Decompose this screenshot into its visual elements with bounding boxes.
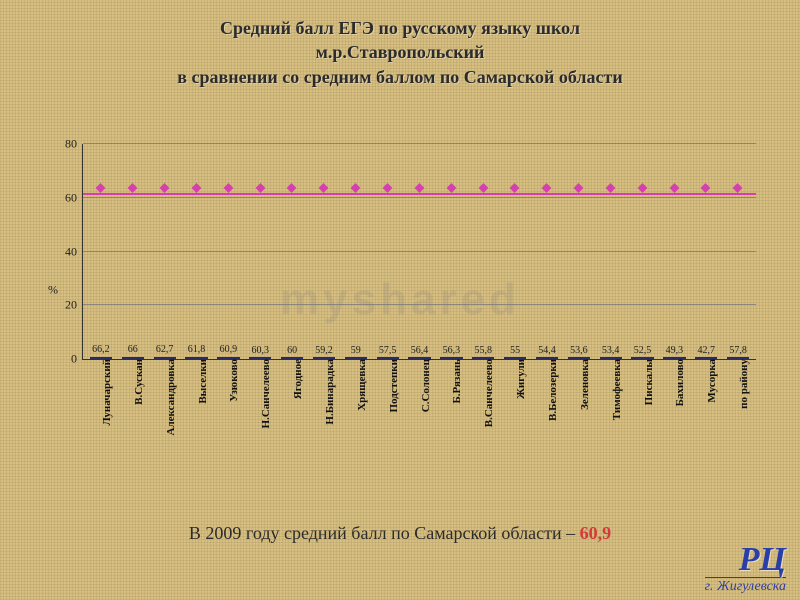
bar-slot: 53,4Тимофеевка (595, 357, 627, 359)
x-tick-label: Б.Рязань (447, 359, 463, 403)
logo-main: РЦ (705, 543, 786, 577)
x-tick-label: Н.Санчелеево (256, 359, 272, 428)
x-tick-label: Тимофеевка (607, 359, 623, 420)
x-tick-label: Пискалы (639, 359, 655, 405)
bar-slot: 52,5Пискалы (627, 357, 659, 359)
bar-slot: 61,8Выселки (181, 357, 213, 359)
y-axis-title: % (48, 283, 58, 298)
title-line-2: м.р.Ставропольский (316, 42, 485, 62)
x-tick-label: Узюково (224, 359, 240, 402)
bar-value-label: 56,4 (411, 345, 429, 356)
bar-value-label: 57,8 (729, 345, 747, 356)
y-tick-label: 0 (71, 352, 83, 367)
bar-value-label: 62,7 (156, 344, 174, 355)
x-tick-label: Александровка (161, 359, 177, 435)
bar-value-label: 55,8 (474, 345, 492, 356)
bar-value-label: 55 (510, 345, 520, 356)
x-tick-label: Зеленовка (575, 359, 591, 410)
bar-value-label: 59,2 (315, 345, 333, 356)
bar-slot: 60,3Н.Санчелеево (244, 357, 276, 359)
bar-value-label: 66,2 (92, 344, 110, 355)
bar-slot: 62,7Александровка (149, 357, 181, 359)
bar-slot: 59,2Н.Бинарадка (308, 357, 340, 359)
x-tick-label: В.Белозерки (543, 359, 559, 421)
bar-value-label: 53,6 (570, 345, 588, 356)
x-tick-label: по району (734, 359, 750, 409)
bar-slot: 56,4С.Солонец (404, 357, 436, 359)
bar-value-label: 42,7 (698, 345, 716, 356)
x-tick-label: Н.Бинарадка (320, 359, 336, 425)
x-tick-label: Луначарский (97, 359, 113, 426)
x-tick-label: В.Сускан (129, 359, 145, 405)
caption-prefix: В 2009 году средний балл по Самарской об… (189, 523, 580, 543)
bar-slot: 54,4В.Белозерки (531, 357, 563, 359)
bar-slot: 66В.Сускан (117, 357, 149, 359)
bar-chart: % 66,2Луначарский66В.Сускан62,7Александр… (40, 130, 760, 450)
bar-slot: 66,2Луначарский (85, 357, 117, 359)
caption: В 2009 году средний балл по Самарской об… (0, 523, 800, 544)
bar-value-label: 56,3 (443, 345, 461, 356)
x-tick-label: Подстепки (384, 359, 400, 413)
bar-slot: 55,8В.Санчелеево (467, 357, 499, 359)
grid-line (83, 251, 756, 252)
title-line-3: в сравнении со средним баллом по Самарск… (177, 67, 622, 87)
bar-value-label: 53,4 (602, 345, 620, 356)
bar-value-label: 60,3 (251, 345, 269, 356)
plot-area: 66,2Луначарский66В.Сускан62,7Александров… (82, 144, 756, 360)
logo-sub: г. Жигулевска (705, 577, 786, 594)
y-tick-label: 40 (65, 244, 83, 259)
x-tick-label: Жигули (511, 359, 527, 399)
bar-value-label: 59 (351, 345, 361, 356)
x-tick-label: Бахилово (670, 359, 686, 406)
bar-slot: 57,8по району (722, 357, 754, 359)
bar-value-label: 54,4 (538, 345, 556, 356)
bar-slot: 49,3Бахилово (658, 357, 690, 359)
bar-value-label: 60 (287, 345, 297, 356)
bar-slot: 60Ягодное (276, 357, 308, 359)
grid-line (83, 197, 756, 198)
logo: РЦ г. Жигулевска (705, 543, 786, 594)
bar-slot: 57,5Подстепки (372, 357, 404, 359)
grid-line (83, 143, 756, 144)
caption-value: 60,9 (580, 523, 612, 543)
bar-slot: 55Жигули (499, 357, 531, 359)
y-tick-label: 60 (65, 190, 83, 205)
x-tick-label: Выселки (193, 359, 209, 404)
bar-value-label: 57,5 (379, 345, 397, 356)
grid-line (83, 304, 756, 305)
bar-value-label: 60,9 (220, 344, 238, 355)
bar-slot: 53,6Зеленовка (563, 357, 595, 359)
bar-slot: 42,7Мусорка (690, 357, 722, 359)
bar-slot: 56,3Б.Рязань (435, 357, 467, 359)
bar-value-label: 49,3 (666, 345, 684, 356)
y-tick-label: 20 (65, 298, 83, 313)
bar-value-label: 66 (128, 344, 138, 355)
x-tick-label: В.Санчелеево (479, 359, 495, 427)
x-tick-label: Хрящевка (352, 359, 368, 411)
chart-title: Средний балл ЕГЭ по русскому языку школ … (0, 0, 800, 89)
x-tick-label: Мусорка (702, 359, 718, 403)
bar-slot: 59Хрящевка (340, 357, 372, 359)
bars-container: 66,2Луначарский66В.Сускан62,7Александров… (83, 144, 756, 359)
reference-line (83, 193, 756, 195)
bar-value-label: 61,8 (188, 344, 206, 355)
bar-value-label: 52,5 (634, 345, 652, 356)
x-tick-label: Ягодное (288, 359, 304, 399)
y-tick-label: 80 (65, 137, 83, 152)
title-line-1: Средний балл ЕГЭ по русскому языку школ (220, 18, 580, 38)
x-tick-label: С.Солонец (416, 359, 432, 412)
bar-slot: 60,9Узюково (212, 357, 244, 359)
